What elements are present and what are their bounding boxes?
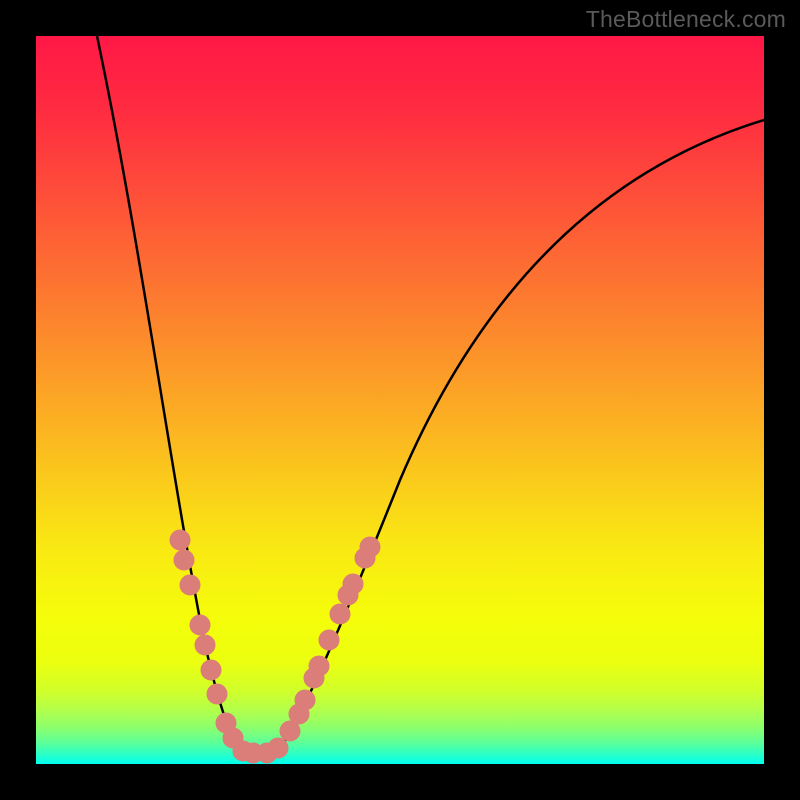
data-marker [195,635,215,655]
data-marker [319,630,339,650]
data-marker [207,684,227,704]
data-marker [170,530,190,550]
data-marker [190,615,210,635]
bottleneck-chart [0,0,800,800]
data-marker [295,690,315,710]
data-marker [268,738,288,758]
plot-area [36,36,764,764]
data-marker [201,660,221,680]
data-marker [360,537,380,557]
data-marker [174,550,194,570]
page-root: TheBottleneck.com [0,0,800,800]
data-marker [309,656,329,676]
watermark-text: TheBottleneck.com [586,6,786,33]
data-marker [343,574,363,594]
data-marker [330,604,350,624]
data-marker [180,575,200,595]
